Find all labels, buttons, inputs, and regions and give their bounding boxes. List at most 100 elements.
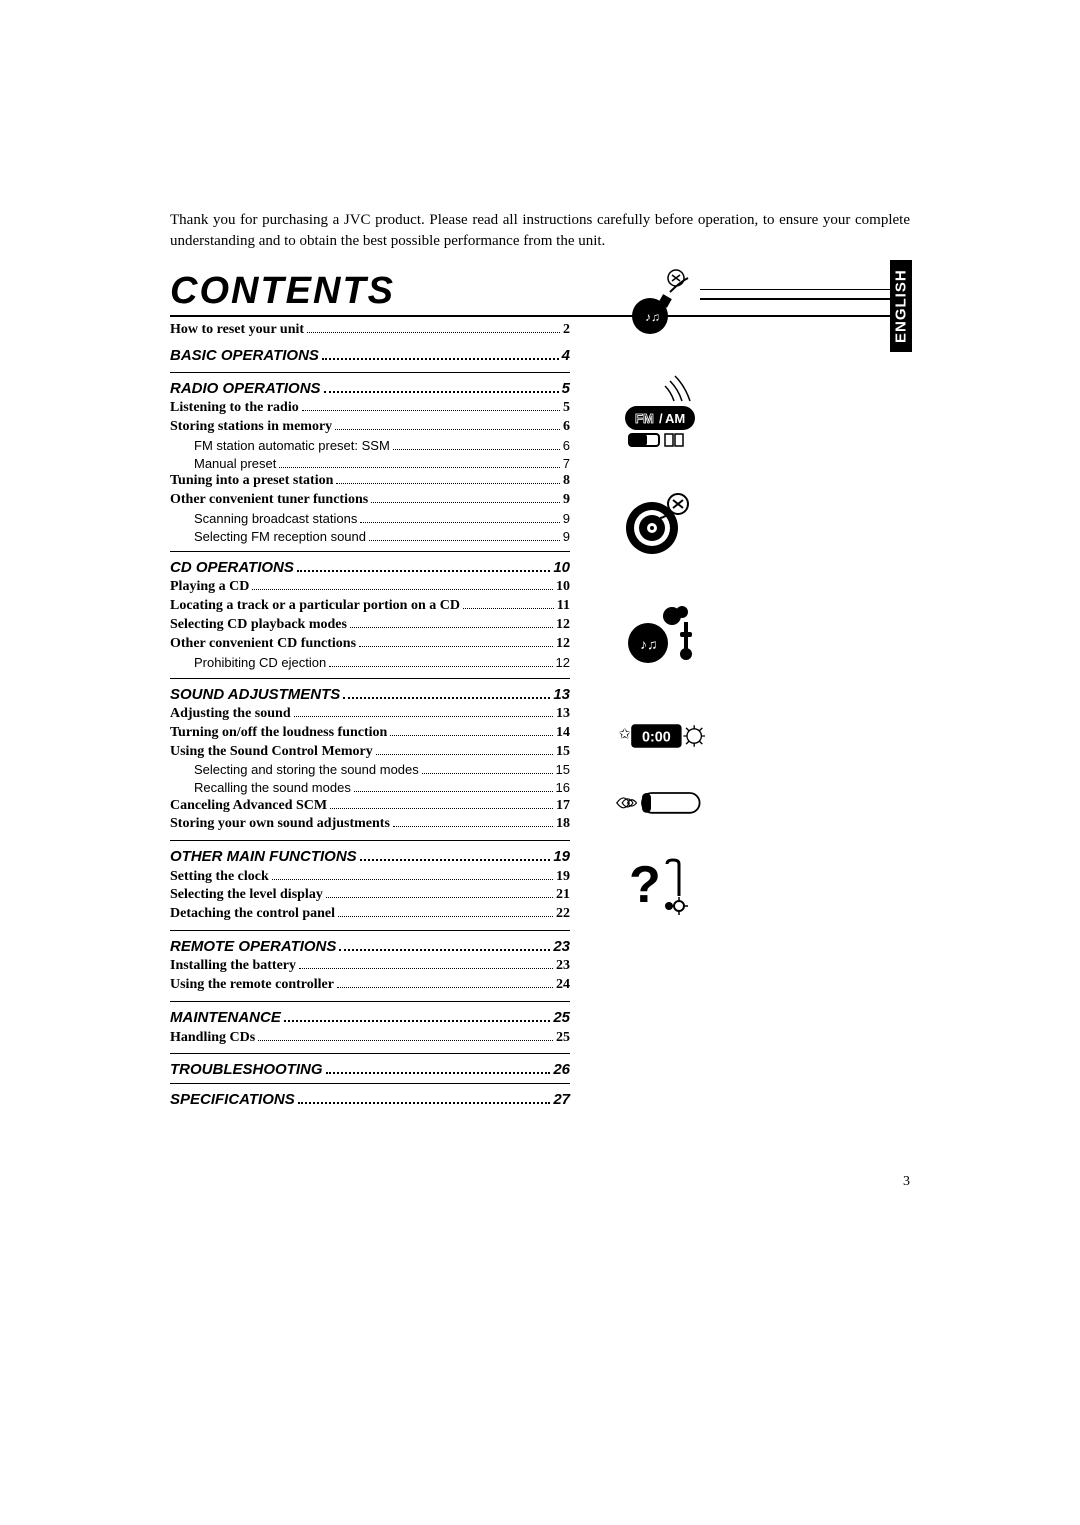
- toc-entry: How to reset your unit 2: [170, 321, 570, 340]
- dot-leader: [272, 879, 553, 880]
- toc-subentry: Scanning broadcast stations9: [170, 510, 570, 528]
- toc-page: 6: [563, 437, 570, 455]
- toc-entry: Storing your own sound adjustments18: [170, 815, 570, 834]
- toc-label: Installing the battery: [170, 957, 296, 976]
- separator: [700, 289, 910, 290]
- toc-group-other: OTHER MAIN FUNCTIONS 19 Setting the cloc…: [170, 847, 570, 931]
- toc-entry: Adjusting the sound 13: [170, 705, 570, 724]
- toc-entry: Storing stations in memory6: [170, 418, 570, 437]
- toc-page: 25: [556, 1029, 570, 1048]
- dot-leader: [337, 987, 553, 988]
- toc-subentry: Recalling the sound modes16: [170, 779, 570, 797]
- dot-leader: [302, 410, 560, 411]
- toc-group-maint: MAINTENANCE 25 Handling CDs25: [170, 1008, 570, 1054]
- toc-page: 18: [556, 815, 570, 834]
- toc-page: 11: [557, 597, 570, 616]
- toc-label: Prohibiting CD ejection: [194, 654, 326, 672]
- toc-group-first: How to reset your unit 2 BASIC OPERATION…: [170, 321, 570, 373]
- toc-group-remote: REMOTE OPERATIONS 23 Installing the batt…: [170, 937, 570, 1002]
- radio-icon: FM / AM: [615, 361, 705, 461]
- toc-section-page: 4: [562, 346, 570, 366]
- dot-leader: [354, 791, 553, 792]
- toc-subentry: FM station automatic preset: SSM 6: [170, 437, 570, 455]
- dot-leader: [330, 808, 553, 809]
- toc-page: 9: [563, 491, 570, 510]
- toc-section: SOUND ADJUSTMENTS 13: [170, 685, 570, 705]
- toc-section: SPECIFICATIONS 27: [170, 1090, 570, 1110]
- toc-section: REMOTE OPERATIONS 23: [170, 937, 570, 957]
- remote-icon: [615, 777, 705, 827]
- toc-subentry: Selecting and storing the sound modes15: [170, 761, 570, 779]
- toc-page: 9: [563, 510, 570, 528]
- toc-label: Selecting CD playback modes: [170, 616, 347, 635]
- dot-leader: [299, 968, 553, 969]
- language-tab: ENGLISH: [890, 260, 912, 352]
- toc-page: 2: [563, 321, 570, 340]
- toc-label: Other convenient tuner functions: [170, 491, 368, 510]
- toc-entry: Setting the clock19: [170, 868, 570, 887]
- toc-page: 24: [556, 976, 570, 995]
- toc-entry: Other convenient CD functions12: [170, 635, 570, 654]
- toc-entry: Using the remote controller24: [170, 976, 570, 995]
- page-number: 3: [903, 1174, 910, 1190]
- toc: How to reset your unit 2 BASIC OPERATION…: [170, 321, 570, 1110]
- toc-label: Listening to the radio: [170, 399, 299, 418]
- toc-section-page: 5: [562, 379, 570, 399]
- basic-operations-icon: ♪♫: [615, 265, 705, 343]
- toc-group-cd: CD OPERATIONS 10 Playing a CD10Locating …: [170, 558, 570, 678]
- toc-page: 12: [556, 635, 570, 654]
- toc-page: 22: [556, 905, 570, 924]
- dot-leader: [307, 332, 560, 333]
- dot-leader: [422, 773, 553, 774]
- dot-leader: [279, 467, 559, 468]
- svg-text:FM: FM: [635, 411, 654, 426]
- dot-leader: [326, 897, 553, 898]
- dot-leader: [393, 449, 560, 450]
- dot-leader: [294, 716, 553, 717]
- icon-column: ♪♫ FM / AM: [615, 265, 715, 923]
- toc-entry: Locating a track or a particular portion…: [170, 597, 570, 616]
- contents-title: CONTENTS: [170, 270, 910, 317]
- toc-label: FM station automatic preset: SSM: [194, 437, 390, 455]
- toc-group-spec: SPECIFICATIONS 27: [170, 1090, 570, 1110]
- toc-entry: Using the Sound Control Memory15: [170, 743, 570, 762]
- toc-entry: Listening to the radio 5: [170, 399, 570, 418]
- toc-page: 5: [563, 399, 570, 418]
- toc-section: TROUBLESHOOTING 26: [170, 1060, 570, 1080]
- toc-label: Locating a track or a particular portion…: [170, 597, 460, 616]
- cd-icon: [615, 483, 705, 563]
- dot-leader: [390, 735, 553, 736]
- svg-text:✩: ✩: [619, 727, 631, 743]
- toc-label: Selecting and storing the sound modes: [194, 761, 419, 779]
- toc-page: 14: [556, 724, 570, 743]
- page: Thank you for purchasing a JVC product. …: [0, 0, 1080, 1170]
- sound-adjustments-icon: ♪♫: [615, 593, 705, 673]
- toc-label: Setting the clock: [170, 868, 269, 887]
- toc-label: Canceling Advanced SCM: [170, 797, 327, 816]
- toc-label: Detaching the control panel: [170, 905, 335, 924]
- toc-group-sound: SOUND ADJUSTMENTS 13 Adjusting the sound…: [170, 685, 570, 842]
- toc-label: Storing stations in memory: [170, 418, 332, 437]
- dot-leader: [359, 646, 553, 647]
- toc-group-radio: RADIO OPERATIONS 5 Listening to the radi…: [170, 379, 570, 552]
- toc-page: 21: [556, 886, 570, 905]
- toc-section: BASIC OPERATIONS 4: [170, 346, 570, 366]
- dot-leader: [322, 358, 559, 360]
- toc-entry: Selecting the level display21: [170, 886, 570, 905]
- separator: [700, 298, 910, 300]
- toc-page: 13: [556, 705, 570, 724]
- dot-leader: [360, 522, 559, 523]
- dot-leader: [252, 589, 553, 590]
- toc-page: 17: [556, 797, 570, 816]
- svg-text:0:00: 0:00: [642, 729, 671, 745]
- toc-label: Adjusting the sound: [170, 705, 291, 724]
- toc-label: Handling CDs: [170, 1029, 255, 1048]
- toc-subentry: Manual preset7: [170, 455, 570, 473]
- toc-entry: Detaching the control panel 22: [170, 905, 570, 924]
- toc-label: Using the Sound Control Memory: [170, 743, 373, 762]
- dot-leader: [369, 540, 560, 541]
- toc-page: 7: [563, 455, 570, 473]
- dot-leader: [376, 754, 553, 755]
- svg-text:?: ?: [629, 856, 661, 914]
- svg-text:/: /: [659, 411, 663, 426]
